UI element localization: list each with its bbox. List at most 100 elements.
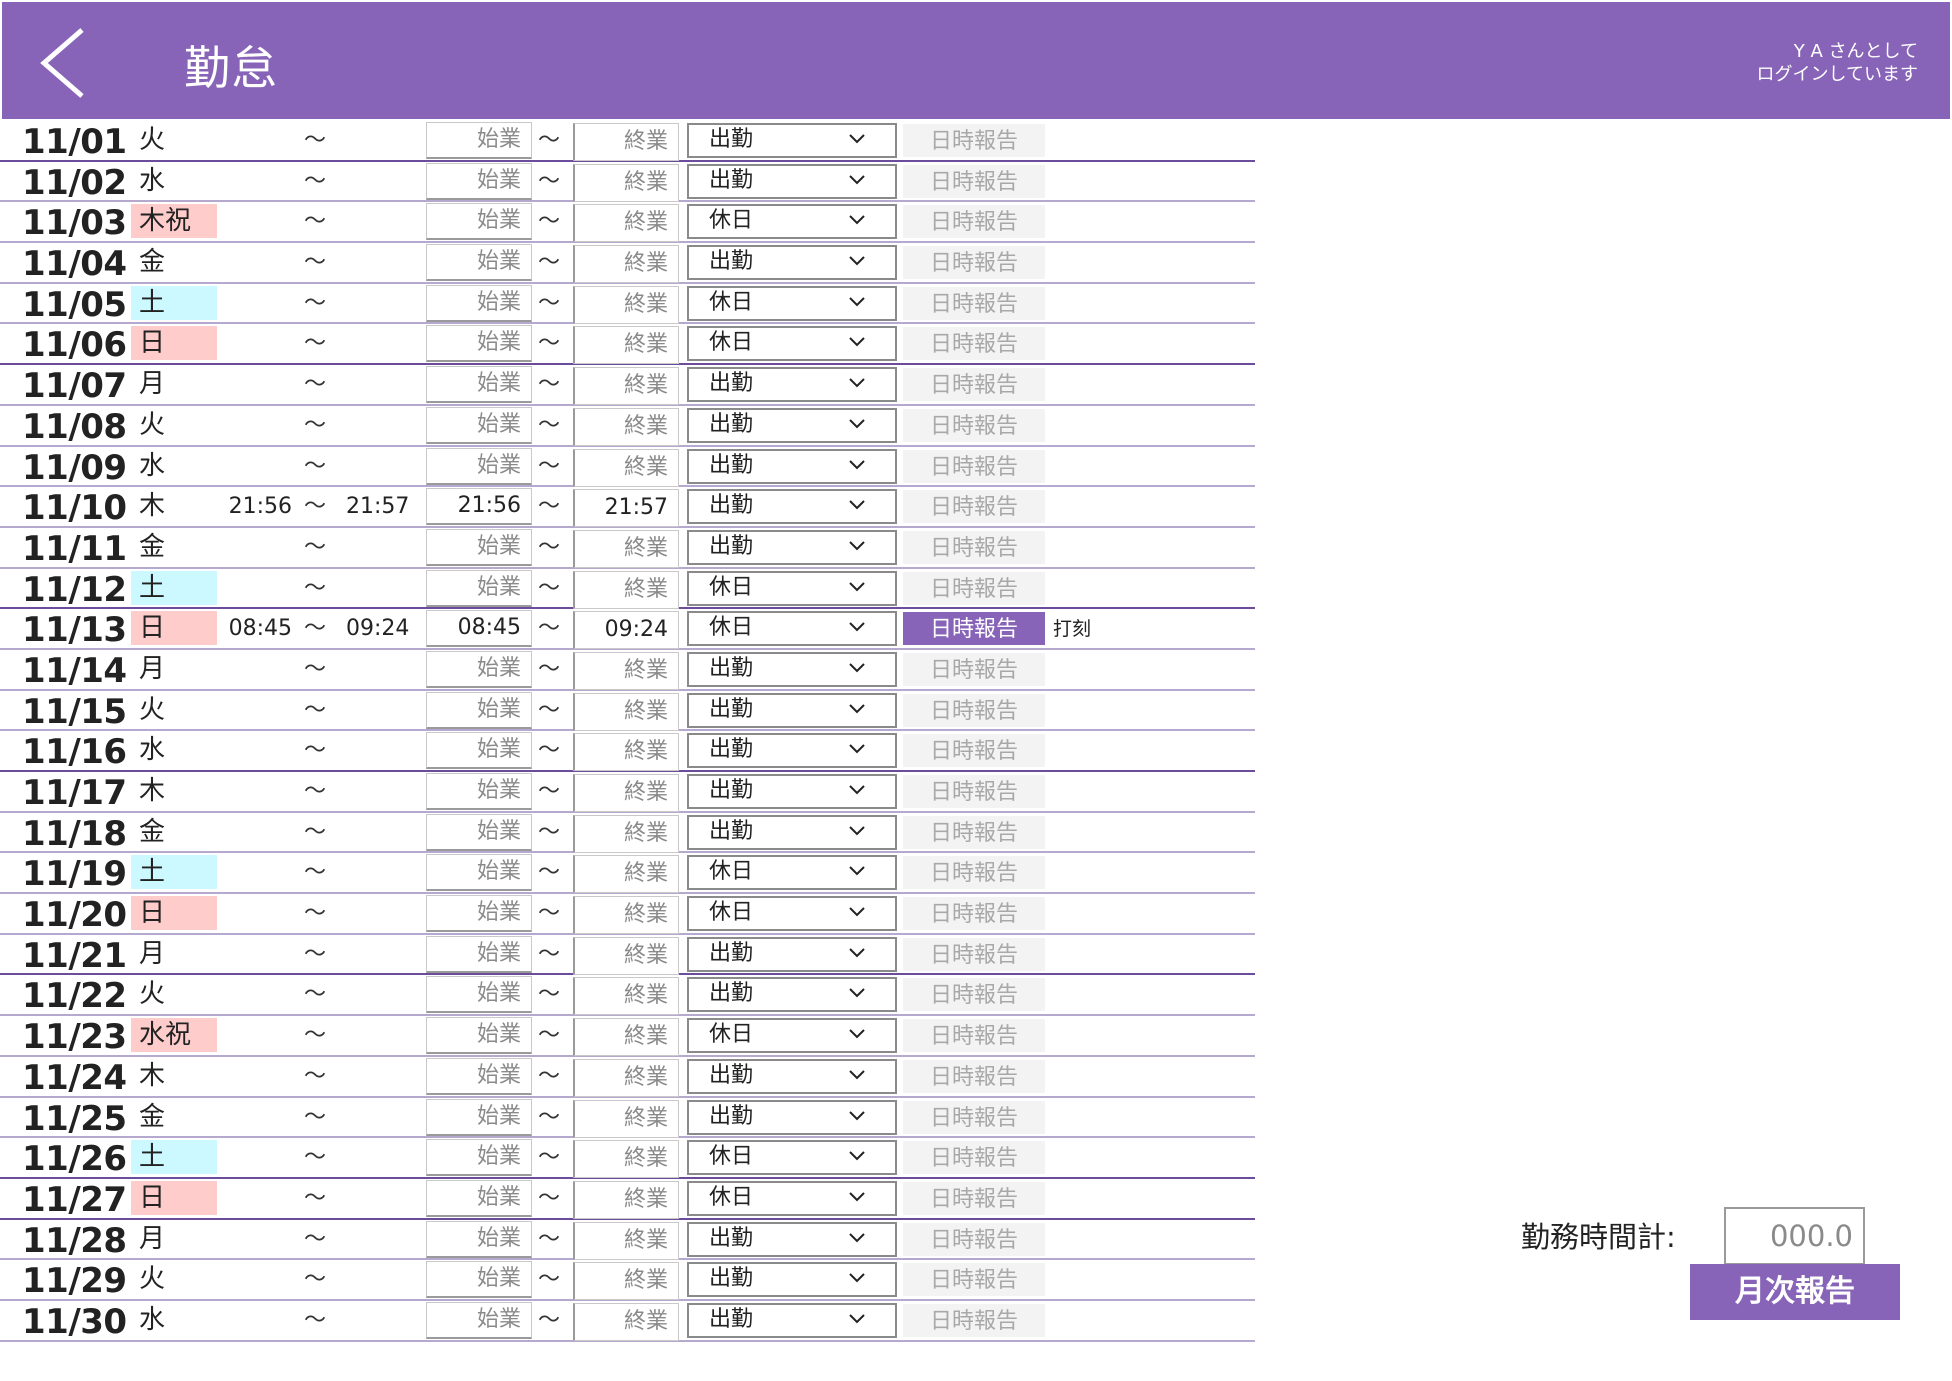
daily-report-button[interactable]: 日時報告: [903, 652, 1045, 686]
attendance-type-select[interactable]: 出勤: [687, 448, 897, 484]
end-time-input[interactable]: 終業: [573, 1180, 679, 1219]
daily-report-button[interactable]: 日時報告: [903, 1019, 1045, 1053]
chevron-left-icon[interactable]: [38, 26, 88, 100]
attendance-type-select[interactable]: 出勤: [687, 407, 897, 443]
total-hours-field[interactable]: 000.0: [1724, 1207, 1865, 1265]
daily-report-button[interactable]: 日時報告: [903, 124, 1045, 157]
end-time-input[interactable]: 終業: [573, 774, 679, 812]
end-time-input[interactable]: 09:24: [573, 611, 679, 650]
end-time-input[interactable]: 終業: [573, 448, 679, 487]
start-time-input[interactable]: 始業: [426, 1098, 532, 1136]
end-time-input[interactable]: 終業: [573, 407, 679, 446]
daily-report-button[interactable]: 日時報告: [903, 368, 1045, 402]
end-time-input[interactable]: 終業: [573, 529, 679, 568]
start-time-input[interactable]: 始業: [426, 1017, 532, 1055]
daily-report-button[interactable]: 日時報告: [903, 408, 1045, 442]
start-time-input[interactable]: 始業: [426, 1301, 532, 1339]
start-time-input[interactable]: 08:45: [426, 610, 532, 648]
start-time-input[interactable]: 始業: [426, 447, 532, 485]
start-time-input[interactable]: 始業: [426, 406, 532, 444]
attendance-type-select[interactable]: 出勤: [687, 123, 897, 158]
start-time-input[interactable]: 始業: [426, 1261, 532, 1299]
daily-report-button[interactable]: 日時報告: [903, 897, 1045, 931]
end-time-input[interactable]: 終業: [573, 1302, 679, 1341]
daily-report-button[interactable]: 日時報告: [903, 571, 1045, 605]
end-time-input[interactable]: 終業: [573, 855, 679, 894]
attendance-type-select[interactable]: 休日: [687, 1140, 897, 1176]
start-time-input[interactable]: 始業: [426, 895, 532, 933]
daily-report-button[interactable]: 日時報告: [903, 734, 1045, 768]
end-time-input[interactable]: 終業: [573, 123, 679, 161]
daily-report-button[interactable]: 日時報告: [903, 164, 1045, 198]
end-time-input[interactable]: 終業: [573, 977, 679, 1016]
daily-report-button[interactable]: 日時報告: [903, 1059, 1045, 1093]
daily-report-button[interactable]: 日時報告: [903, 1222, 1045, 1256]
daily-report-button[interactable]: 日時報告: [903, 286, 1045, 320]
daily-report-button[interactable]: 日時報告: [903, 856, 1045, 890]
attendance-type-select[interactable]: 出勤: [687, 814, 897, 850]
daily-report-button[interactable]: 日時報告: [903, 612, 1045, 646]
daily-report-button[interactable]: 日時報告: [903, 1141, 1045, 1175]
end-time-input[interactable]: 終業: [573, 1058, 679, 1097]
start-time-input[interactable]: 始業: [426, 528, 532, 566]
start-time-input[interactable]: 始業: [426, 1139, 532, 1177]
daily-report-button[interactable]: 日時報告: [903, 815, 1045, 849]
daily-report-button[interactable]: 日時報告: [903, 205, 1045, 239]
attendance-type-select[interactable]: 休日: [687, 570, 897, 606]
end-time-input[interactable]: 終業: [573, 570, 679, 609]
start-time-input[interactable]: 始業: [426, 854, 532, 892]
attendance-type-select[interactable]: 出勤: [687, 163, 897, 199]
end-time-input[interactable]: 終業: [573, 733, 679, 772]
start-time-input[interactable]: 始業: [426, 976, 532, 1014]
end-time-input[interactable]: 終業: [573, 367, 679, 406]
end-time-input[interactable]: 21:57: [573, 489, 679, 528]
attendance-type-select[interactable]: 出勤: [687, 733, 897, 769]
end-time-input[interactable]: 終業: [573, 326, 679, 365]
attendance-type-select[interactable]: 休日: [687, 285, 897, 321]
monthly-report-button[interactable]: 月次報告: [1690, 1264, 1900, 1320]
attendance-type-select[interactable]: 出勤: [687, 977, 897, 1013]
start-time-input[interactable]: 始業: [426, 732, 532, 770]
start-time-input[interactable]: 始業: [426, 691, 532, 729]
daily-report-button[interactable]: 日時報告: [903, 1181, 1045, 1215]
start-time-input[interactable]: 始業: [426, 244, 532, 282]
start-time-input[interactable]: 始業: [426, 122, 532, 159]
start-time-input[interactable]: 21:56: [426, 488, 532, 526]
attendance-type-select[interactable]: 出勤: [687, 1099, 897, 1135]
attendance-type-select[interactable]: 休日: [687, 1180, 897, 1216]
start-time-input[interactable]: 始業: [426, 813, 532, 851]
attendance-type-select[interactable]: 出勤: [687, 489, 897, 525]
start-time-input[interactable]: 始業: [426, 1057, 532, 1095]
attendance-type-select[interactable]: 出勤: [687, 1302, 897, 1338]
start-time-input[interactable]: 始業: [426, 203, 532, 241]
daily-report-button[interactable]: 日時報告: [903, 978, 1045, 1012]
daily-report-button[interactable]: 日時報告: [903, 490, 1045, 524]
daily-report-button[interactable]: 日時報告: [903, 1263, 1045, 1297]
start-time-input[interactable]: 始業: [426, 284, 532, 322]
daily-report-button[interactable]: 日時報告: [903, 1100, 1045, 1134]
attendance-type-select[interactable]: 出勤: [687, 692, 897, 728]
attendance-type-select[interactable]: 出勤: [687, 774, 897, 809]
end-time-input[interactable]: 終業: [573, 692, 679, 731]
start-time-input[interactable]: 始業: [426, 650, 532, 688]
daily-report-button[interactable]: 日時報告: [903, 693, 1045, 727]
end-time-input[interactable]: 終業: [573, 814, 679, 853]
daily-report-button[interactable]: 日時報告: [903, 775, 1045, 808]
daily-report-button[interactable]: 日時報告: [903, 530, 1045, 564]
end-time-input[interactable]: 終業: [573, 651, 679, 690]
start-time-input[interactable]: 始業: [426, 366, 532, 404]
daily-report-button[interactable]: 日時報告: [903, 449, 1045, 483]
start-time-input[interactable]: 始業: [426, 162, 532, 200]
attendance-type-select[interactable]: 出勤: [687, 1221, 897, 1257]
end-time-input[interactable]: 終業: [573, 1221, 679, 1260]
end-time-input[interactable]: 終業: [573, 936, 679, 975]
end-time-input[interactable]: 終業: [573, 896, 679, 935]
attendance-type-select[interactable]: 休日: [687, 326, 897, 362]
attendance-type-select[interactable]: 出勤: [687, 367, 897, 403]
start-time-input[interactable]: 始業: [426, 935, 532, 973]
attendance-type-select[interactable]: 休日: [687, 204, 897, 240]
attendance-type-select[interactable]: 出勤: [687, 936, 897, 972]
start-time-input[interactable]: 始業: [426, 325, 532, 363]
attendance-type-select[interactable]: 休日: [687, 855, 897, 891]
start-time-input[interactable]: 始業: [426, 1220, 532, 1258]
